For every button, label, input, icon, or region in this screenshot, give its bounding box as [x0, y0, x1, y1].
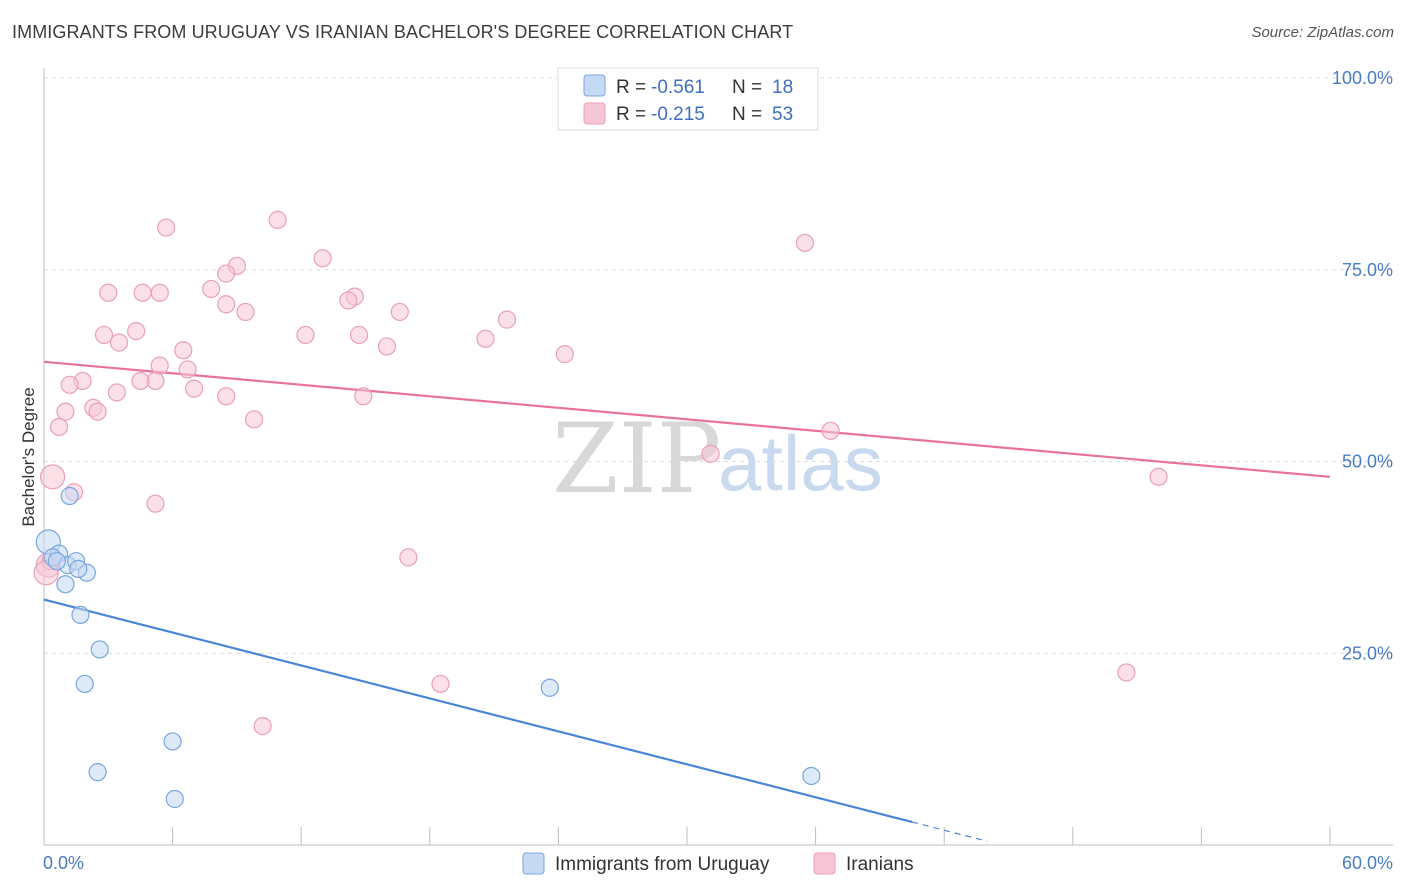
trend-line-extension-uruguay: [911, 821, 988, 842]
bottom-legend-label-iranians: Iranians: [846, 854, 914, 875]
point-iranians: [56, 402, 75, 421]
y-tick-labels: 100.0% 75.0% 50.0% 25.0%: [1332, 68, 1393, 663]
x-tick-label-max: 60.0%: [1342, 853, 1393, 873]
trend-line-uruguay: [43, 598, 913, 824]
point-iranians: [109, 333, 129, 352]
legend: R = -0.561 N = 18 R = -0.215 N = 53: [557, 67, 819, 131]
point-iranians: [133, 283, 152, 302]
point-iranians: [217, 295, 236, 314]
point-iranians: [49, 417, 69, 437]
y-tick-label-25: 25.0%: [1342, 643, 1393, 663]
point-iranians: [127, 322, 146, 341]
legend-n-label-uruguay: N =: [732, 77, 762, 98]
y-tick-label-100: 100.0%: [1332, 68, 1393, 88]
point-iranians: [39, 464, 66, 490]
point-iranians: [821, 421, 840, 440]
point-iranians: [431, 674, 450, 694]
point-uruguay: [90, 640, 109, 659]
point-iranians: [296, 325, 315, 345]
point-iranians: [131, 371, 150, 391]
point-uruguay: [69, 559, 88, 578]
source-label: Source: ZipAtlas.com: [1251, 24, 1394, 41]
point-uruguay: [540, 678, 559, 697]
legend-n-label-iranians: N =: [732, 104, 762, 125]
legend-r-value-iranians: -0.215: [651, 104, 705, 125]
point-iranians: [390, 302, 409, 322]
y-tick-label-75: 75.0%: [1342, 260, 1393, 280]
point-uruguay: [88, 763, 107, 782]
trend-lines: [43, 360, 1331, 842]
point-uruguay: [165, 789, 184, 809]
axes: [43, 68, 1393, 846]
point-iranians: [150, 356, 169, 375]
point-iranians: [795, 233, 814, 253]
point-iranians: [99, 283, 118, 302]
point-uruguay: [163, 732, 182, 751]
point-iranians: [184, 379, 204, 398]
point-iranians: [244, 410, 264, 429]
point-iranians: [94, 325, 114, 345]
point-uruguay: [71, 605, 90, 625]
point-uruguay: [60, 486, 79, 506]
legend-n-value-iranians: 53: [772, 104, 793, 125]
point-iranians: [178, 360, 197, 379]
point-iranians: [217, 264, 236, 283]
bottom-legend-swatch-iranians: [813, 852, 836, 875]
y-axis-label: Bachelor's Degree: [19, 387, 38, 526]
point-uruguay: [802, 766, 821, 786]
point-iranians: [253, 717, 272, 736]
point-iranians: [313, 249, 332, 268]
bottom-legend: Immigrants from Uruguay Iranians: [522, 852, 914, 875]
legend-r-label-iranians: R =: [616, 104, 646, 125]
point-iranians: [1149, 467, 1168, 486]
legend-swatch-uruguay: [583, 74, 606, 97]
bottom-legend-label-uruguay: Immigrants from Uruguay: [555, 854, 770, 875]
point-iranians: [236, 302, 255, 322]
point-iranians: [377, 337, 397, 356]
point-uruguay: [75, 674, 94, 694]
point-iranians: [497, 310, 517, 329]
point-iranians: [150, 283, 169, 302]
point-iranians: [354, 387, 373, 406]
data-points: [33, 210, 1168, 809]
point-iranians: [339, 291, 358, 310]
legend-r-value-uruguay: -0.561: [651, 77, 705, 98]
point-iranians: [268, 210, 287, 229]
x-tick-label-min: 0.0%: [43, 853, 84, 873]
watermark-zip: ZIP: [552, 403, 721, 515]
point-iranians: [217, 387, 236, 406]
point-uruguay: [56, 575, 75, 594]
point-iranians: [555, 345, 574, 364]
watermark-atlas: atlas: [718, 419, 883, 507]
point-uruguay: [47, 552, 66, 571]
legend-n-value-uruguay: 18: [772, 77, 793, 98]
legend-r-label-uruguay: R =: [616, 77, 646, 98]
point-iranians: [60, 375, 79, 394]
point-iranians: [174, 341, 193, 360]
point-iranians: [476, 329, 495, 348]
point-iranians: [202, 279, 221, 299]
trend-line-iranians: [43, 360, 1331, 478]
gridlines: [44, 77, 1393, 654]
point-iranians: [399, 548, 418, 567]
point-iranians: [1117, 663, 1136, 682]
chart-title: IMMIGRANTS FROM URUGUAY VS IRANIAN BACHE…: [12, 22, 794, 42]
point-iranians: [157, 218, 176, 237]
point-iranians: [701, 444, 720, 463]
point-iranians: [349, 325, 369, 345]
point-iranians: [107, 383, 126, 402]
point-iranians: [146, 494, 165, 513]
y-tick-label-50: 50.0%: [1342, 452, 1393, 472]
point-iranians: [88, 402, 107, 421]
bottom-legend-swatch-uruguay: [522, 852, 545, 875]
legend-swatch-iranians: [583, 102, 606, 125]
